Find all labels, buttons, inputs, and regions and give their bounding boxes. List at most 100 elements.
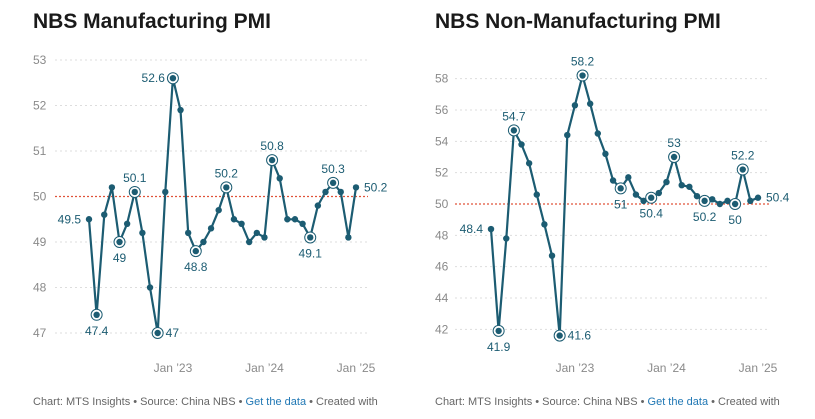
nonmfg|1-data-point [716, 200, 724, 208]
nonmfg|1-data-point [617, 185, 624, 192]
chart-title-manufacturing: NBS Manufacturing PMI [33, 10, 272, 33]
nonmfg|1-data-point [701, 197, 708, 205]
nonmfg|1-y-tick-label: 44 [435, 291, 449, 305]
mfg|0-x-tick-label: Jan ’25 [337, 361, 376, 375]
mfg|0-data-point [85, 216, 93, 223]
nonmfg|1-data-point [564, 131, 571, 139]
mfg|0-data-label: 48.8 [184, 260, 208, 274]
nonmfg|1-data-label: 52.2 [731, 149, 755, 163]
mfg|0-y-tick-label: 47 [33, 326, 47, 340]
nonmfg|1-data-point [609, 177, 617, 184]
nonmfg|1-x-tick-label: Jan ’25 [739, 361, 778, 375]
nonmfg|1-y-tick-label: 42 [435, 322, 449, 336]
source-footer-non-manufacturing: Chart: MTS Insights • Source: China NBS … [435, 396, 780, 408]
nonmfg|1-data-point [678, 182, 685, 189]
nonmfg|1-data-point [625, 174, 632, 181]
mfg|0-data-label: 49.5 [58, 212, 82, 226]
nonmfg|1-y-tick-label: 52 [435, 166, 449, 180]
nonmfg|1-data-point [602, 150, 609, 158]
nonmfg|1-data-label: 41.9 [487, 340, 511, 354]
mfg|0-data-point [146, 284, 154, 291]
nonmfg|1-data-point [754, 194, 762, 201]
mfg|0-data-point [299, 220, 306, 227]
nonmfg|1-data-label: 48.4 [460, 222, 484, 236]
nonmfg|1-data-point [586, 100, 594, 107]
nonmfg|1-data-point [724, 197, 731, 205]
nonmfg|1-y-tick-label: 46 [435, 260, 449, 274]
nonmfg|1-data-point [503, 235, 510, 242]
nonmfg|1-data-point [739, 166, 746, 173]
nonmfg|1-y-tick-label: 48 [435, 228, 449, 242]
mfg|0-data-point [246, 238, 253, 246]
mfg|0-data-point [93, 311, 100, 318]
nonmfg|1-data-point [709, 196, 716, 203]
mfg|0-data-point [314, 202, 322, 209]
mfg|0-data-point [329, 179, 337, 187]
nonmfg|1-data-point [663, 178, 670, 186]
nonmfg|1-data-label: 50.4 [766, 191, 790, 205]
mfg|0-data-label: 50.8 [260, 139, 284, 153]
mfg|0-data-point [322, 188, 329, 196]
mfg|0-x-tick-label: Jan ’24 [245, 361, 284, 375]
nonmfg|1-data-point [579, 72, 586, 79]
mfg|0-data-label: 52.6 [142, 71, 166, 85]
nonmfg|1-data-label: 41.6 [568, 329, 592, 343]
nonmfg|1-data-point [648, 194, 655, 201]
mfg|0-data-point [276, 175, 283, 182]
nonmfg|1-data-label: 50 [728, 213, 742, 227]
nonmfg|1-data-point [731, 200, 739, 208]
nonmfg|1-data-point [655, 189, 663, 197]
mfg|0-y-tick-label: 51 [33, 144, 47, 158]
source-footer-manufacturing: Chart: MTS Insights • Source: China NBS … [33, 396, 378, 408]
nonmfg|1-data-label: 54.7 [502, 109, 526, 123]
created-with-text: • Created with [306, 396, 378, 408]
nonmfg|1-y-tick-label: 50 [435, 197, 449, 211]
nonmfg|1-data-point [594, 130, 601, 137]
nonmfg|1-data-point [525, 160, 533, 167]
nonmfg|1-data-point [495, 327, 502, 335]
nonmfg|1-data-point [518, 141, 525, 148]
nonmfg|1-data-point [533, 191, 540, 198]
mfg|0-data-label: 49.1 [299, 246, 323, 260]
mfg|0-data-label: 50.2 [215, 166, 239, 180]
mfg|0-data-point [352, 184, 360, 191]
mfg|0-data-point [200, 238, 207, 246]
mfg|0-data-label: 49 [113, 251, 127, 265]
mfg|0-data-point [238, 220, 245, 227]
mfg|0-data-label: 50.1 [123, 171, 147, 185]
nonmfg|1-data-point [693, 192, 701, 200]
mfg|0-data-point [345, 234, 352, 241]
nonmfg|1-y-tick-label: 56 [435, 103, 449, 117]
mfg|0-data-point [192, 247, 199, 255]
nonmfg|1-data-label: 50.4 [640, 207, 664, 221]
mfg|0-data-point [131, 188, 138, 196]
nonmfg|1-data-point [548, 252, 556, 259]
get-the-data-link[interactable]: Get the data [245, 396, 307, 408]
mfg|0-data-point [207, 225, 215, 232]
mfg|0-data-point [154, 329, 161, 337]
mfg|0-y-tick-label: 50 [33, 190, 47, 204]
mfg|0-data-point [184, 229, 192, 237]
source-text: Chart: MTS Insights • Source: China NBS … [435, 396, 648, 408]
nonmfg|1-data-point [640, 197, 647, 205]
nonmfg|1-data-point [487, 225, 495, 233]
get-the-data-link[interactable]: Get the data [647, 396, 709, 408]
source-text: Chart: MTS Insights • Source: China NBS … [33, 396, 246, 408]
mfg|0-data-point [261, 234, 268, 241]
mfg|0-data-label: 50.3 [321, 162, 345, 176]
mfg|0-data-point [230, 216, 238, 223]
mfg|0-data-point [177, 106, 184, 114]
mfg|0-data-point [162, 188, 169, 196]
nonmfg|1-data-label: 50.2 [693, 210, 717, 224]
mfg|0-data-point [337, 188, 344, 196]
nonmfg|1-data-point [686, 183, 693, 190]
nonmfg|1-data-point [510, 127, 518, 134]
nonmfg|1-data-point [556, 332, 563, 339]
mfg|0-data-point [108, 184, 116, 191]
nonmfg|1-data-point [541, 221, 548, 228]
nonmfg|1-data-label: 58.2 [571, 55, 595, 69]
nonmfg|1-x-tick-label: Jan ’23 [556, 361, 595, 375]
mfg|0-data-point [169, 75, 177, 82]
mfg|0-data-point [215, 206, 222, 214]
